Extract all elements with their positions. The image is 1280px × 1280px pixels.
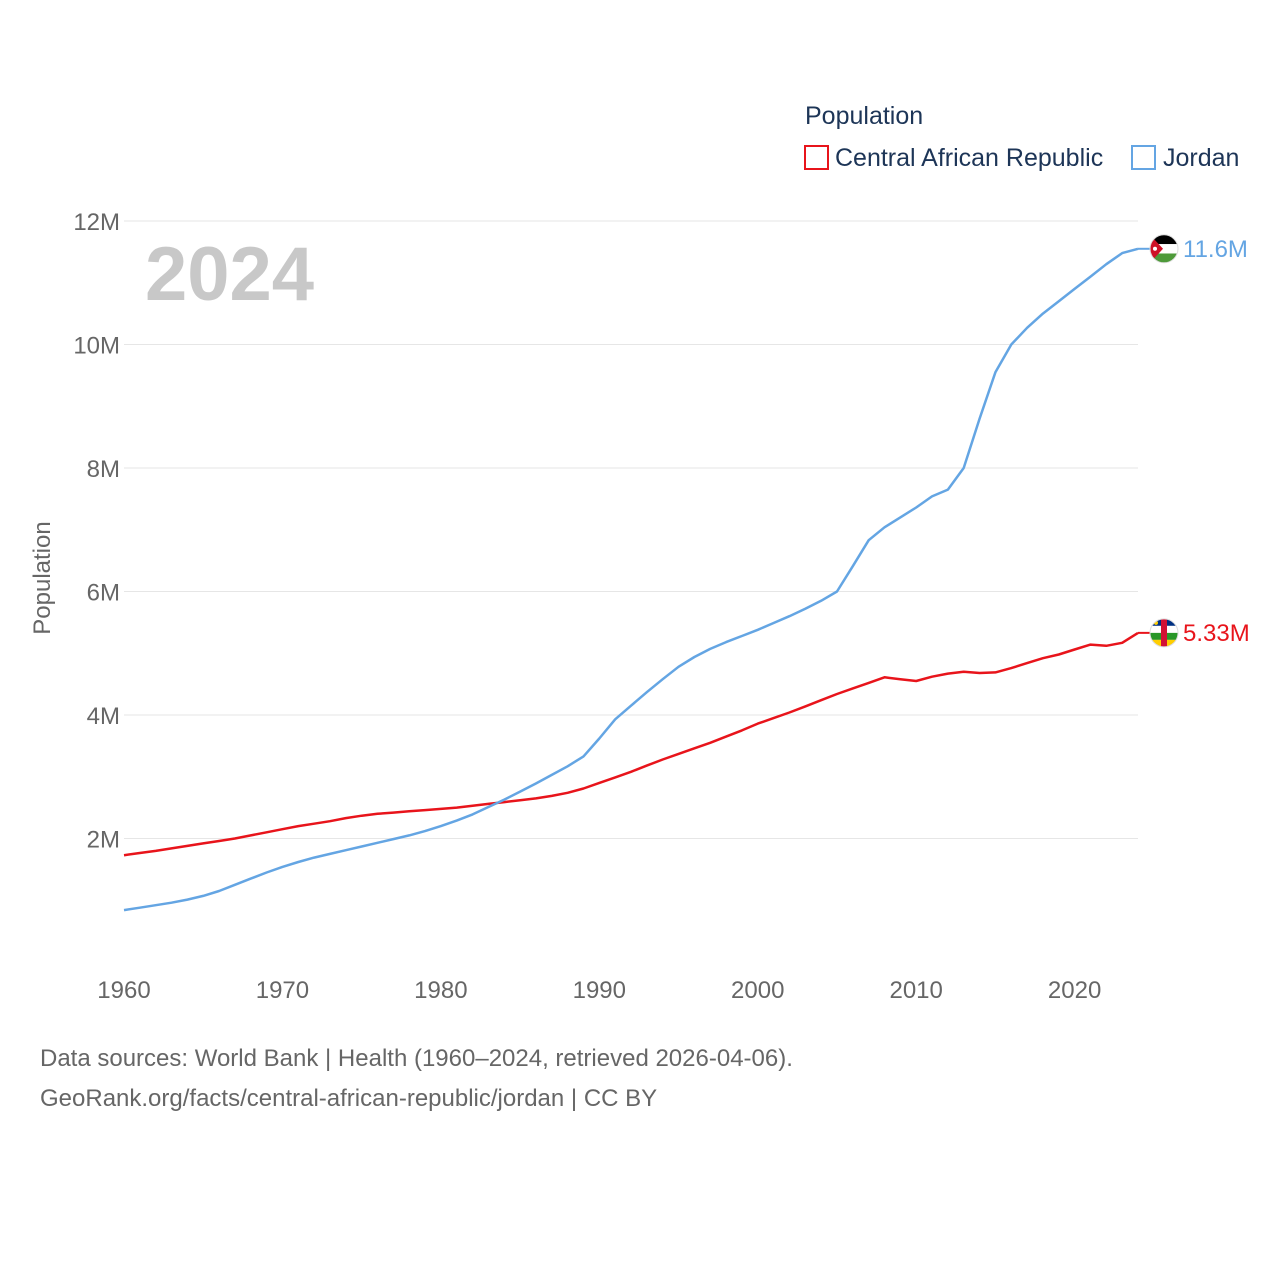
legend-swatch-central-african-republic: [804, 145, 829, 170]
y-tick-label: 12M: [73, 209, 120, 236]
end-value-label-jordan: 11.6M: [1183, 236, 1248, 263]
x-tick-label: 2020: [1048, 977, 1101, 1004]
x-tick-label: 1960: [97, 977, 150, 1004]
x-tick-label: 2000: [731, 977, 784, 1004]
series-line-central-african-republic: [123, 631, 1139, 857]
flag-border: [1149, 234, 1179, 264]
legend-label-central-african-republic: Central African Republic: [835, 144, 1103, 172]
y-tick-label: 6M: [87, 580, 120, 607]
x-tick-label: 1980: [414, 977, 467, 1004]
x-axis-ticks: 1960 1970 1980 1990 2000 2010 2020: [97, 977, 1101, 1004]
y-axis-ticks: 2M 4M 6M 8M 10M 12M: [73, 209, 120, 854]
series-lines: [123, 247, 1139, 912]
y-tick-label: 8M: [87, 456, 120, 483]
jordan-flag-icon: [1150, 234, 1178, 263]
x-tick-label: 1990: [573, 977, 626, 1004]
legend-item-jordan[interactable]: Jordan: [1131, 144, 1239, 172]
x-tick-label: 1970: [256, 977, 309, 1004]
x-tick-label: 2010: [889, 977, 942, 1004]
current-year-label: 2024: [145, 232, 314, 317]
y-tick-label: 4M: [87, 703, 120, 730]
source-line-1: Data sources: World Bank | Health (1960–…: [40, 1045, 793, 1072]
y-tick-label: 2M: [87, 827, 120, 854]
y-tick-label: 10M: [73, 333, 120, 360]
gridlines: [124, 220, 1138, 839]
legend-label-jordan: Jordan: [1163, 144, 1239, 172]
legend: Population Central African Republic Jord…: [804, 102, 1239, 172]
legend-item-central-african-republic[interactable]: Central African Republic: [804, 144, 1103, 172]
end-value-label-central-african-republic: 5.33M: [1183, 620, 1250, 647]
flag-border: [1149, 618, 1179, 648]
series-line-jordan: [123, 247, 1139, 912]
legend-swatch-jordan: [1131, 145, 1156, 170]
y-axis-label: Population: [29, 521, 56, 634]
legend-title: Population: [805, 102, 923, 130]
source-line-2[interactable]: GeoRank.org/facts/central-african-republ…: [40, 1085, 658, 1112]
series-endpoints: 5.33M 11.6M: [1138, 234, 1250, 648]
